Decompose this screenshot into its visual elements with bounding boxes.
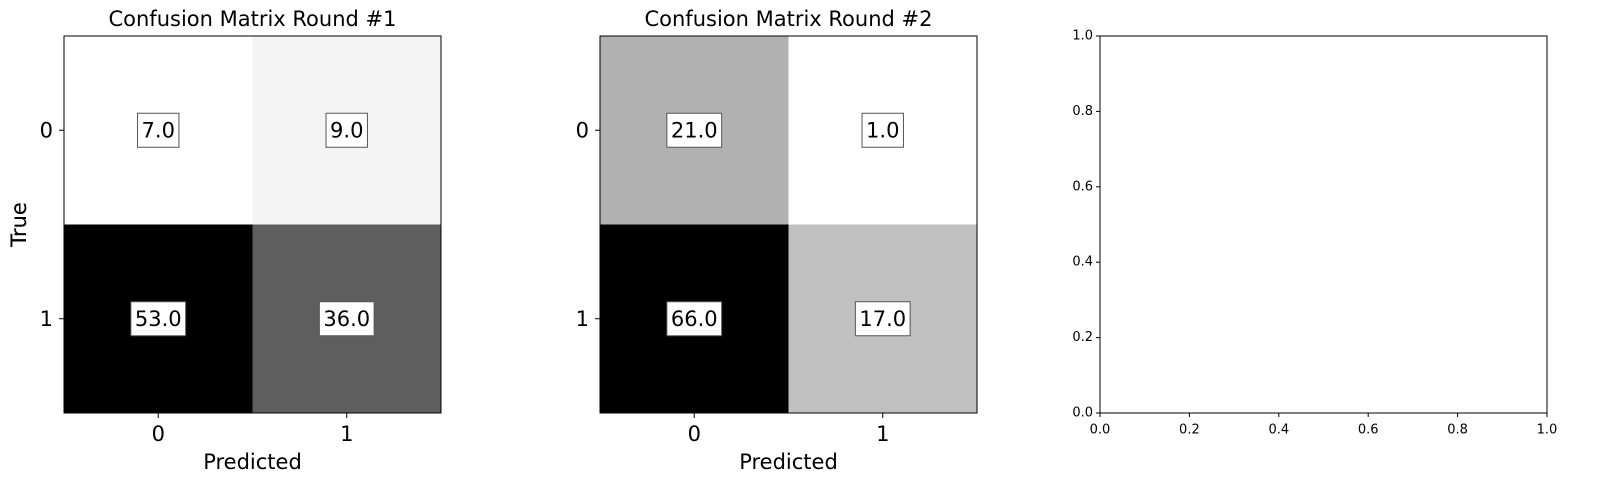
label-box — [318, 301, 375, 337]
label-box — [854, 301, 911, 337]
x-tick-label: 1.0 — [1537, 423, 1558, 438]
label-box — [137, 112, 180, 148]
chart-title: Confusion Matrix Round #1 — [108, 7, 396, 31]
value-label: 1.0 — [866, 118, 899, 142]
label-box — [130, 301, 187, 337]
y-tick-label: 0.6 — [1072, 179, 1093, 194]
label-box — [666, 301, 723, 337]
chart-title: Confusion Matrix Round #2 — [644, 7, 932, 31]
x-tick-label: 0 — [688, 422, 701, 446]
value-label: 9.0 — [330, 118, 363, 142]
y-tick-label: 0 — [40, 118, 53, 142]
x-tick-label: 0.6 — [1358, 423, 1379, 438]
y-tick-label: 1 — [40, 307, 53, 331]
value-label: 21.0 — [671, 118, 718, 142]
y-axis-label: True — [7, 202, 31, 248]
y-tick-label: 0.0 — [1072, 406, 1093, 421]
y-tick-label: 0.2 — [1072, 330, 1093, 345]
y-axis-label: True — [7, 202, 31, 248]
x-tick-label: 1 — [876, 422, 889, 446]
label-box — [861, 112, 904, 148]
value-label: 17.0 — [859, 307, 906, 331]
value-label: 36.0 — [323, 307, 370, 331]
y-tick-label: 1 — [576, 307, 589, 331]
value-label: 53.0 — [135, 307, 182, 331]
x-tick-label: 0.8 — [1447, 423, 1468, 438]
axes-frame — [63, 35, 442, 414]
x-tick-label: 0.0 — [1090, 423, 1111, 438]
x-tick-label: 1 — [340, 422, 353, 446]
label-box — [666, 112, 723, 148]
x-tick-label: 0.4 — [1268, 423, 1289, 438]
label-box — [325, 112, 368, 148]
x-axis-label: Predicted — [739, 450, 838, 474]
y-tick-label: 1.0 — [1072, 29, 1093, 44]
x-axis-label: Predicted — [203, 450, 302, 474]
value-label: 66.0 — [671, 307, 718, 331]
y-tick-label: 0.4 — [1072, 255, 1093, 270]
x-tick-label: 0 — [152, 422, 165, 446]
y-tick-label: 0 — [576, 118, 589, 142]
value-label: 7.0 — [142, 118, 175, 142]
y-tick-label: 0.8 — [1072, 104, 1093, 119]
x-tick-label: 0.2 — [1179, 423, 1200, 438]
axes-frame — [1099, 35, 1548, 414]
axes-frame — [599, 35, 978, 414]
